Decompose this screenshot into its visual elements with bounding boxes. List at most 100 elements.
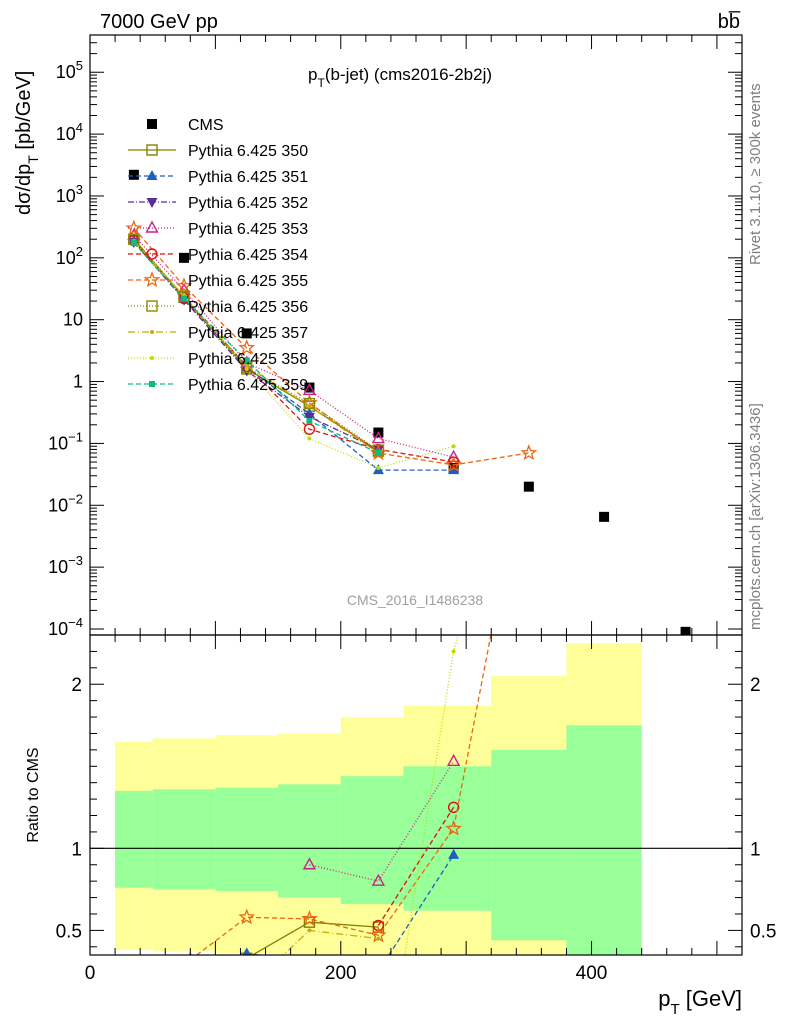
main-series-line xyxy=(133,240,454,471)
ratio-data-point xyxy=(371,873,386,886)
main-data-point xyxy=(303,397,316,410)
ratio-data-point xyxy=(302,857,317,870)
legend-marker xyxy=(150,356,154,360)
ratio-data-point xyxy=(445,819,462,836)
legend-marker xyxy=(146,248,158,260)
legend-entry: Pythia 6.425 355 xyxy=(128,271,308,290)
ratio-data-point xyxy=(448,848,460,859)
uncertainty-band-inner xyxy=(215,787,279,891)
main-y-tick-exp: 2 xyxy=(76,244,83,259)
main-ylabel-rest: [pb/GeV] xyxy=(13,71,35,156)
ratio-data-point xyxy=(489,518,493,522)
x-tick-label: 200 xyxy=(325,963,357,984)
process-label: bb̅ xyxy=(718,10,741,33)
legend-label: Pythia 6.425 351 xyxy=(188,169,308,186)
main-data-point xyxy=(244,363,249,368)
main-data-point xyxy=(238,339,256,356)
ratio-y-tick-label: 1 xyxy=(71,839,82,860)
main-series-line xyxy=(133,241,454,469)
main-data-point xyxy=(375,450,382,457)
ratio-series-line xyxy=(195,635,492,955)
uncertainty-band-inner xyxy=(278,784,341,898)
legend-marker xyxy=(146,170,158,180)
main-data-point xyxy=(680,626,691,635)
legend-entry: Pythia 6.425 357 xyxy=(128,325,308,342)
main-data-point xyxy=(448,464,460,475)
ratio-y-tick-label: 2 xyxy=(71,675,82,696)
ratio-y-tick-label: 0.5 xyxy=(56,921,82,942)
ratio-data-point xyxy=(303,916,316,928)
ratio-data-point xyxy=(238,908,256,925)
main-data-point xyxy=(307,436,312,441)
main-data-point xyxy=(451,444,456,449)
ratio-series-4 xyxy=(188,431,535,955)
ratio-data-point xyxy=(276,958,280,962)
legend-marker xyxy=(149,381,155,387)
main-y-tick-label: 10−4 xyxy=(48,615,83,639)
ratio-series-5 xyxy=(276,928,381,962)
legend-entry: Pythia 6.425 359 xyxy=(128,377,308,394)
uncertainty-band-inner xyxy=(340,776,404,905)
ratio-series-line xyxy=(246,854,455,955)
main-data-point xyxy=(181,295,188,302)
legend-marker xyxy=(147,119,157,129)
x-tick-label: 0 xyxy=(85,963,96,984)
main-y-tick-exp: 5 xyxy=(76,58,83,73)
ratio-series-2 xyxy=(302,753,461,886)
main-series-8 xyxy=(131,238,381,456)
main-data-point xyxy=(179,252,190,263)
main-data-point xyxy=(523,481,534,492)
main-data-point xyxy=(445,456,462,472)
legend-label: Pythia 6.425 353 xyxy=(188,221,308,238)
legend-marker xyxy=(150,330,154,334)
ratio-y-tick-label-right: 2 xyxy=(750,675,761,696)
main-y-tick-base: 10 xyxy=(48,495,68,515)
main-y-tick-label: 10−3 xyxy=(48,553,83,577)
main-data-point xyxy=(520,444,538,461)
main-title-sub: T xyxy=(317,76,325,90)
main-data-point xyxy=(243,357,250,364)
main-y-tick-base: 1 xyxy=(73,372,83,392)
main-title: pT(b-jet) (cms2016-2b2j) xyxy=(308,65,492,90)
main-data-point xyxy=(376,466,381,471)
legend-entry: Pythia 6.425 356 xyxy=(128,299,308,316)
ratio-data-point xyxy=(242,947,251,955)
legend-label: Pythia 6.425 358 xyxy=(188,351,308,368)
main-y-tick-label: 10−1 xyxy=(48,429,83,453)
main-data-point xyxy=(303,412,315,423)
ratio-data-point xyxy=(446,753,461,767)
ratio-data-point xyxy=(522,431,535,444)
x-axis-label-rest: [GeV] xyxy=(680,986,742,1011)
main-y-tick-exp: −3 xyxy=(68,553,83,568)
main-data-point xyxy=(128,169,139,180)
legend: CMS Pythia 6.425 350 Pythia 6.425 351 Pythi… xyxy=(128,117,308,394)
ratio-series-6 xyxy=(404,518,493,955)
legend-entry: Pythia 6.425 350 xyxy=(128,143,308,160)
main-y-tick-label: 1 xyxy=(73,372,83,392)
legend-label: Pythia 6.425 359 xyxy=(188,377,308,394)
ratio-series-1 xyxy=(242,848,460,975)
legend-label: Pythia 6.425 354 xyxy=(188,247,308,264)
main-series-1 xyxy=(128,233,385,457)
ratio-data-point xyxy=(373,965,384,975)
legend-entry: Pythia 6.425 358 xyxy=(128,351,308,368)
ratio-panel: 0.5 0.5 1 1 2 2 0 200 400 Ratio to CMS pT [GeV] xyxy=(25,431,776,1018)
uncertainty-band-inner xyxy=(152,789,216,890)
legend-marker xyxy=(143,271,161,288)
legend-label: CMS xyxy=(188,117,224,134)
uncertainty-band-inner xyxy=(566,725,642,955)
ratio-series-line xyxy=(377,806,455,926)
main-y-tick-base: 10 xyxy=(48,619,68,639)
main-data-point xyxy=(241,328,252,339)
main-ylabel-main: dσ/dp xyxy=(13,164,35,215)
legend-entry: Pythia 6.425 353 xyxy=(128,220,308,238)
main-data-point xyxy=(125,219,143,236)
ratio-data-point xyxy=(447,801,460,814)
energy-label: 7000 GeV pp xyxy=(100,11,218,33)
main-y-tick-exp: 3 xyxy=(76,182,83,197)
main-data-point xyxy=(307,404,312,409)
legend-marker xyxy=(145,220,159,233)
main-series-4 xyxy=(127,228,461,462)
